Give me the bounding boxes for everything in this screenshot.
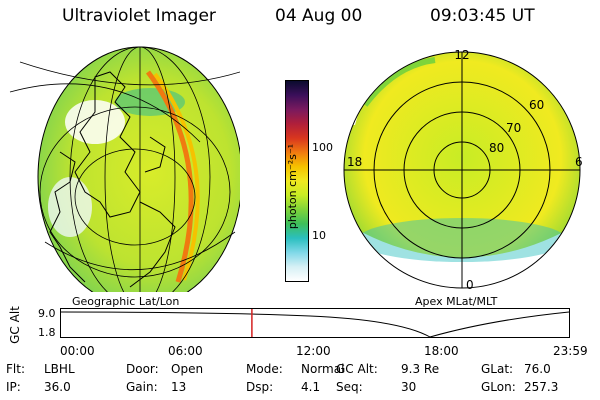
colorbar-tick-10: 10 [312, 229, 326, 242]
left-auroral-arc [145, 70, 194, 283]
footer-key: GLat: [481, 362, 514, 376]
left-emission-area [38, 47, 240, 292]
mlt-label-6: 6 [575, 155, 583, 169]
lat-label-60: 60 [529, 98, 544, 112]
altitude-frame [60, 308, 570, 338]
footer-key: Gain: [126, 380, 158, 394]
status-footer: Flt: LBHL Door: Open Mode: Normal GC Alt: 9.3 R… [6, 362, 596, 398]
footer-value: 9.3 Re [401, 362, 440, 376]
footer-key: Flt: [6, 362, 25, 376]
polar-map: 12 18 6 0 60 70 80 [343, 48, 583, 292]
coastlines [49, 71, 176, 288]
observation-time: 09:03:45 UT [430, 6, 535, 26]
footer-value: 4.1 [301, 380, 321, 394]
time-tick-1: 06:00 [168, 344, 203, 358]
altitude-curve [60, 311, 570, 338]
footer-key: Dsp: [246, 380, 274, 394]
footer-value: Normal [301, 362, 345, 376]
observation-date: 04 Aug 00 [275, 6, 363, 26]
lat-label-70: 70 [506, 121, 521, 135]
latitude-lines [39, 106, 236, 278]
footer-key: Door: [126, 362, 159, 376]
time-tick-4: 23:59 [553, 344, 588, 358]
mlt-label-0: 0 [466, 278, 474, 292]
left-map-caption: Geographic Lat/Lon [72, 295, 180, 308]
footer-value: Open [171, 362, 204, 376]
polar-grid [343, 51, 581, 289]
footer-value: 257.3 [524, 380, 559, 394]
colorbar [285, 80, 309, 282]
mlt-label-18: 18 [347, 155, 362, 169]
colorbar-gradient [286, 81, 308, 281]
geographic-map [9, 46, 240, 292]
footer-value: 13 [171, 380, 187, 394]
left-auroral-arc-outer [153, 72, 200, 281]
footer-key: Mode: [246, 362, 283, 376]
time-tick-3: 18:00 [424, 344, 459, 358]
polar-arc [362, 57, 436, 107]
colorbar-unit-label: photon cm⁻²s⁻¹ [286, 143, 300, 230]
colorbar-tick-100: 100 [312, 141, 333, 154]
footer-key: GC Alt: [336, 362, 378, 376]
footer-value: 30 [401, 380, 417, 394]
time-tick-2: 12:00 [296, 344, 331, 358]
altitude-tick-high: 9.0 [38, 307, 56, 320]
footer-key: IP: [6, 380, 21, 394]
footer-value: 76.0 [524, 362, 551, 376]
altitude-tick-low: 1.8 [38, 326, 56, 339]
altitude-strip [60, 308, 570, 338]
altitude-axis-label: GC Alt [7, 306, 22, 344]
instrument-title: Ultraviolet Imager [62, 6, 216, 26]
footer-value: 36.0 [44, 380, 71, 394]
footer-key: Seq: [336, 380, 363, 394]
longitude-lines [9, 46, 240, 292]
right-map-caption: Apex MLat/MLT [415, 295, 498, 308]
lat-label-80: 80 [489, 141, 504, 155]
mlt-label-12: 12 [454, 48, 469, 62]
footer-value: LBHL [44, 362, 75, 376]
left-dark-patch-south [48, 177, 92, 237]
time-tick-0: 00:00 [60, 344, 95, 358]
footer-key: GLon: [481, 380, 516, 394]
